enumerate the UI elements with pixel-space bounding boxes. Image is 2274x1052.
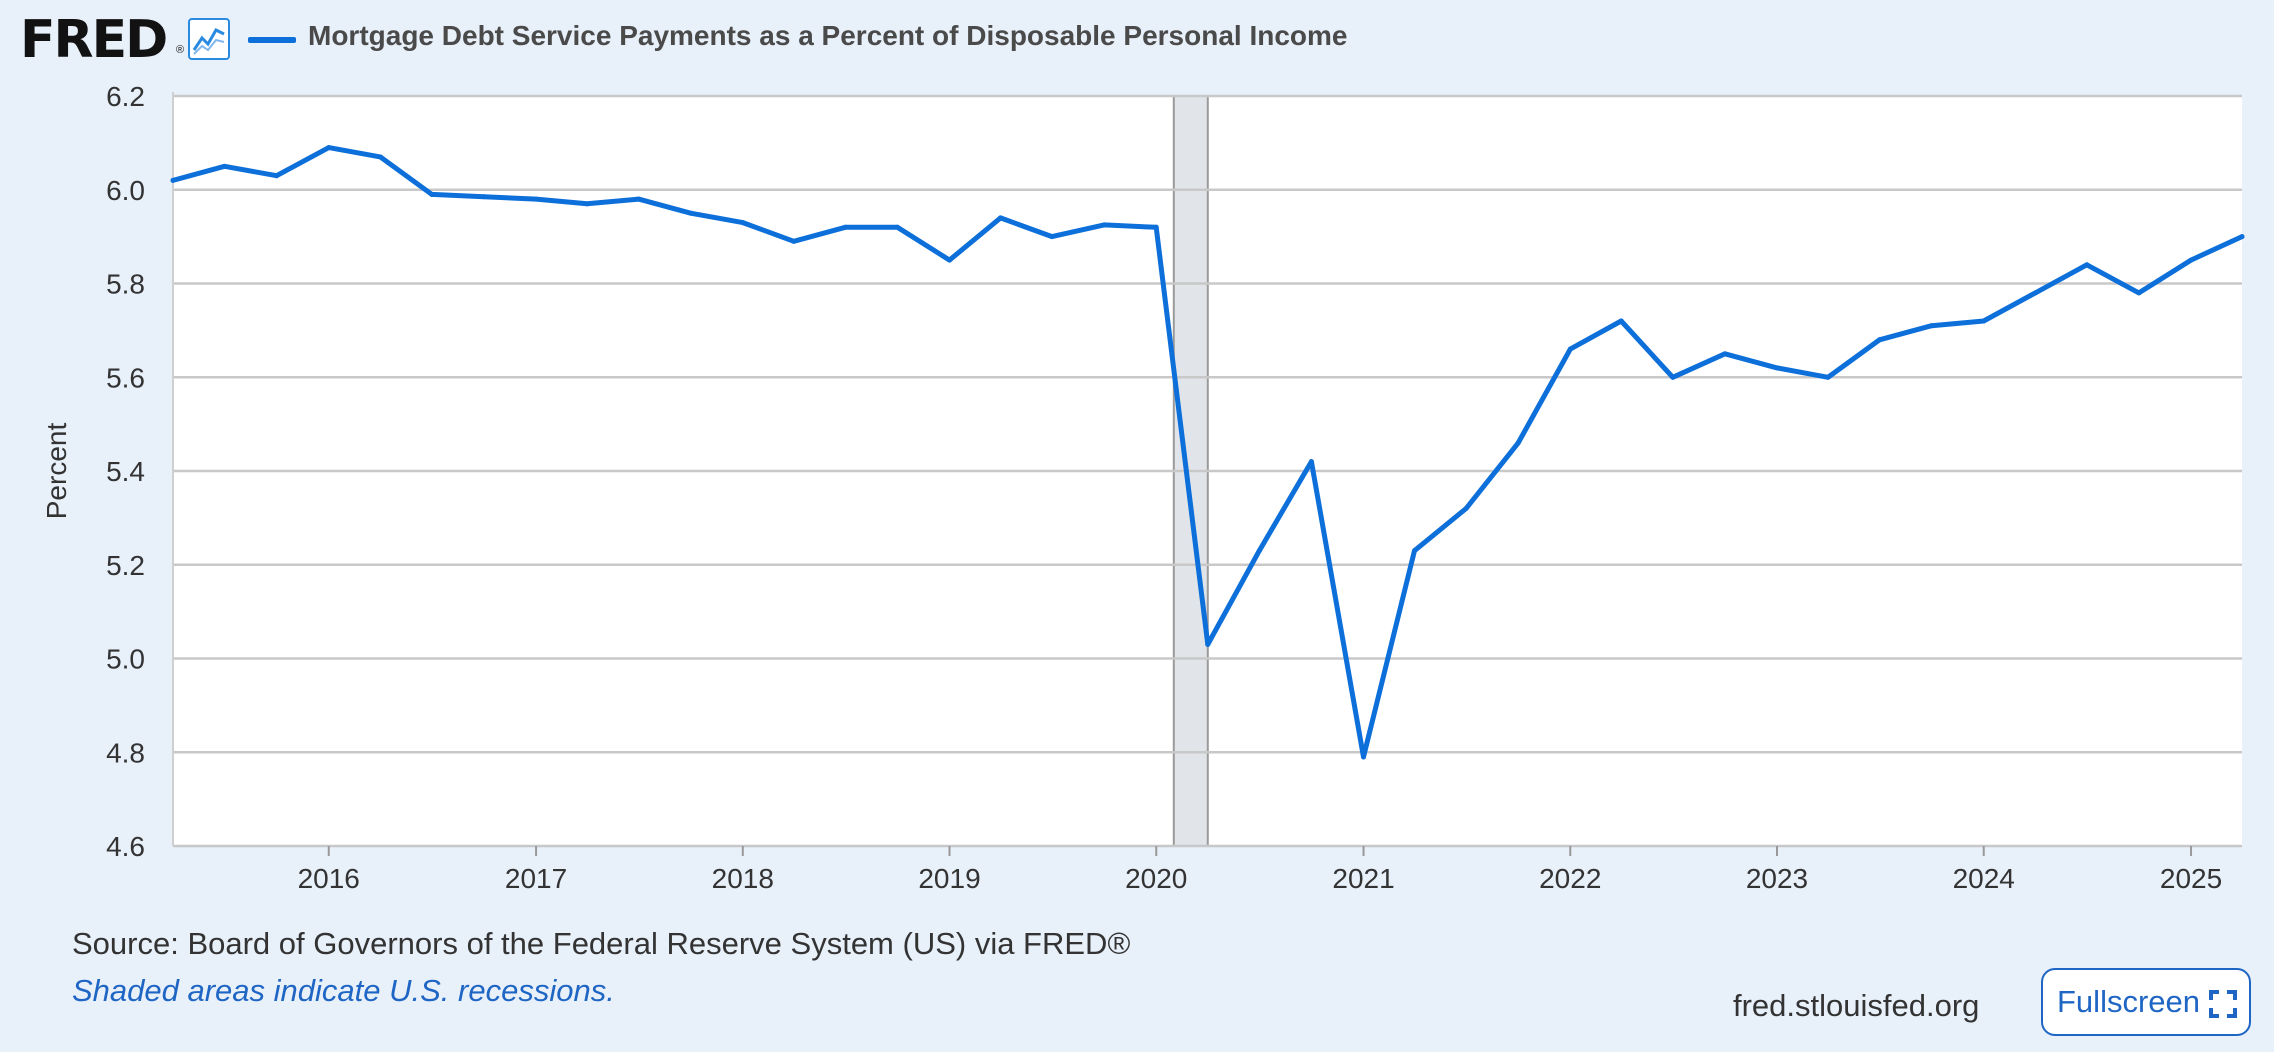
y-tick-label: 5.8 (106, 269, 145, 300)
data-point (1774, 365, 1780, 371)
fullscreen-label: Fullscreen (2057, 984, 2200, 1019)
data-point (429, 191, 435, 197)
data-point (1929, 323, 1935, 329)
data-point (1722, 351, 1728, 357)
data-point (584, 201, 590, 207)
legend-series-swatch (248, 37, 296, 43)
data-point (791, 238, 797, 244)
series-title: Mortgage Debt Service Payments as a Perc… (308, 20, 1348, 51)
data-point (326, 145, 332, 151)
y-tick-label: 4.6 (106, 831, 145, 862)
x-tick-label: 2022 (1539, 863, 1601, 894)
chart-header: FRED ® Mortgage Debt Service Payments as… (0, 0, 2274, 80)
data-point (2136, 290, 2142, 296)
data-point (1049, 234, 1055, 240)
data-point (170, 177, 176, 183)
x-tick-label: 2016 (298, 863, 360, 894)
data-point (1877, 337, 1883, 343)
data-point (1825, 374, 1831, 380)
data-point (842, 224, 848, 230)
data-point (1412, 548, 1418, 554)
source-text: Source: Board of Governors of the Federa… (72, 926, 1131, 961)
data-point (1981, 318, 1987, 324)
fred-logo-registered-mark: ® (176, 44, 185, 56)
x-tick-label: 2017 (505, 863, 567, 894)
data-point (894, 224, 900, 230)
data-point (1463, 506, 1469, 511)
data-point (1205, 641, 1211, 647)
y-tick-label: 6.2 (106, 81, 145, 112)
data-point (997, 215, 1003, 221)
data-point (1308, 459, 1314, 465)
data-point (2084, 262, 2090, 268)
data-point (222, 163, 228, 169)
y-tick-label: 4.8 (106, 737, 145, 768)
y-tick-label: 5.0 (106, 644, 145, 675)
x-tick-label: 2025 (2160, 863, 2222, 894)
fullscreen-button[interactable]: Fullscreen (2041, 968, 2251, 1036)
fullscreen-icon (2209, 990, 2237, 1018)
data-point (1670, 374, 1676, 380)
data-point (947, 257, 953, 263)
x-tick-label: 2019 (918, 863, 980, 894)
data-point (274, 173, 280, 179)
data-point (1618, 318, 1624, 324)
data-point (2239, 234, 2245, 240)
x-tick-label: 2023 (1746, 863, 1808, 894)
data-point (740, 220, 746, 226)
x-tick-label: 2024 (1953, 863, 2015, 894)
y-tick-label: 5.4 (106, 456, 145, 487)
y-tick-label: 6.0 (106, 175, 145, 206)
line-chart: 4.6 4.8 5.0 5.2 5.4 5.6 5.8 6.0 6.2 2016 2017 2018… (41, 81, 2245, 894)
data-point (1256, 548, 1262, 554)
data-point (1153, 224, 1159, 230)
y-tick-label: 5.6 (106, 362, 145, 393)
data-point (1567, 346, 1573, 352)
data-point (533, 196, 539, 202)
fred-logo[interactable]: FRED (20, 10, 168, 70)
data-point (1361, 754, 1367, 760)
site-url-link[interactable]: fred.stlouisfed.org (1733, 988, 1980, 1023)
x-tick-label: 2021 (1332, 863, 1394, 894)
data-point (481, 194, 487, 200)
data-point (2188, 257, 2194, 263)
recession-note: Shaded areas indicate U.S. recessions. (72, 973, 615, 1008)
x-tick-label: 2018 (712, 863, 774, 894)
y-tick-label: 5.2 (106, 550, 145, 581)
data-point (636, 196, 642, 202)
data-point (1101, 222, 1107, 228)
data-point (377, 154, 383, 160)
graph-icon[interactable] (188, 18, 230, 60)
x-tick-label: 2020 (1125, 863, 1187, 894)
data-point (688, 210, 694, 216)
data-point (2032, 290, 2038, 296)
data-point (1515, 440, 1521, 446)
y-axis-label: Percent (41, 423, 72, 520)
